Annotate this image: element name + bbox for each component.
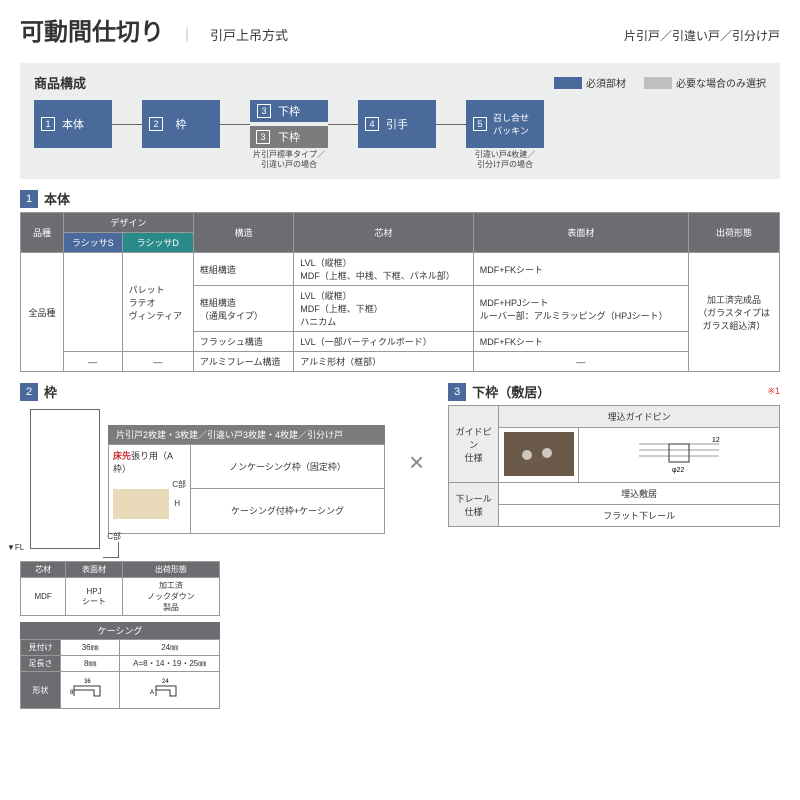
- casing-table-title: ケーシング: [20, 622, 220, 639]
- svg-text:8: 8: [70, 690, 74, 696]
- section-1-header: 1 本体: [20, 189, 780, 208]
- frame-tabs: 片引戸2枚建・3枚建／引違い戸3枚建・4枚建／引分け戸: [108, 425, 385, 444]
- casing-shape-2: 24 A: [150, 674, 190, 704]
- legend-optional-swatch: [644, 77, 672, 89]
- main-spec-table: 品種 デザイン 構造 芯材 表面材 出荷形態 ラシッサS ラシッサD 全品種 パ…: [20, 212, 780, 372]
- flow-node-3b-sub: 片引戸標準タイプ／ 引違い戸の場合: [253, 150, 325, 169]
- sill-table: ガイドピン 仕様 埋込ガイドピン φ22: [448, 405, 780, 527]
- legend-required-label: 必須部材: [586, 75, 626, 90]
- door-diagram: ▼FL C部: [30, 409, 100, 549]
- casing-table: 見付け 36㎜ 24㎜ 足長さ 8㎜ A=8・14・19・25㎜ 形状 36 8: [20, 639, 220, 709]
- frame-table: 床先張り用（A枠） C部 H ノンケーシング枠（固定枠） ケーシング付枠+ケーシ…: [108, 444, 385, 534]
- header-right-text: 片引戸／引違い戸／引分け戸: [624, 27, 780, 44]
- legend: 必須部材 必要な場合のみ選択: [554, 75, 766, 90]
- svg-text:A: A: [150, 690, 154, 696]
- page-header: 可動間仕切り ｜ 引戸上吊方式 片引戸／引違い戸／引分け戸: [0, 0, 800, 55]
- combine-icon: ×: [405, 447, 428, 478]
- casing-shape-1: 36 8: [70, 674, 110, 704]
- svg-text:12: 12: [712, 437, 720, 444]
- flow-node-1: 1 本体: [34, 100, 112, 148]
- flow-diagram: 1 本体 2 枠 3 下枠 3 下枠 片引戸標準タイプ／: [34, 100, 766, 169]
- section-2-header: 2 枠: [20, 382, 365, 401]
- flow-node-4: 4 引手: [358, 100, 436, 148]
- small-tables: 芯材 表面材 出荷形態 MDF HPJ シート 加工済 ノックダウン 製品 ケー…: [20, 561, 220, 709]
- flow-node-3b: 3 下枠: [250, 126, 328, 148]
- guide-pin-photo: [504, 432, 574, 476]
- svg-text:φ22: φ22: [672, 467, 684, 474]
- flow-node-5-sub: 引違い戸4枚建／ 引分け戸の場合: [475, 150, 535, 169]
- page-subtitle: 引戸上吊方式: [210, 25, 288, 44]
- legend-required-swatch: [554, 77, 582, 89]
- guide-pin-drawing: φ22 12: [634, 432, 724, 476]
- composition-title: 商品構成: [34, 73, 86, 92]
- legend-optional-label: 必要な場合のみ選択: [676, 75, 766, 90]
- title-divider: ｜: [180, 25, 194, 45]
- section-3-header: 3 下枠（敷居） ※1: [448, 382, 780, 401]
- svg-text:36: 36: [84, 679, 91, 685]
- flow-node-2: 2 枠: [142, 100, 220, 148]
- flow-node-5: 5 召し合せ パッキン: [466, 100, 544, 148]
- page-title: 可動間仕切り: [20, 12, 164, 47]
- flow-node-3a: 3 下枠: [250, 100, 328, 122]
- svg-text:24: 24: [162, 679, 169, 685]
- composition-panel: 商品構成 必須部材 必要な場合のみ選択 1 本体 2 枠: [20, 63, 780, 179]
- material-small-table: 芯材 表面材 出荷形態 MDF HPJ シート 加工済 ノックダウン 製品: [20, 561, 220, 616]
